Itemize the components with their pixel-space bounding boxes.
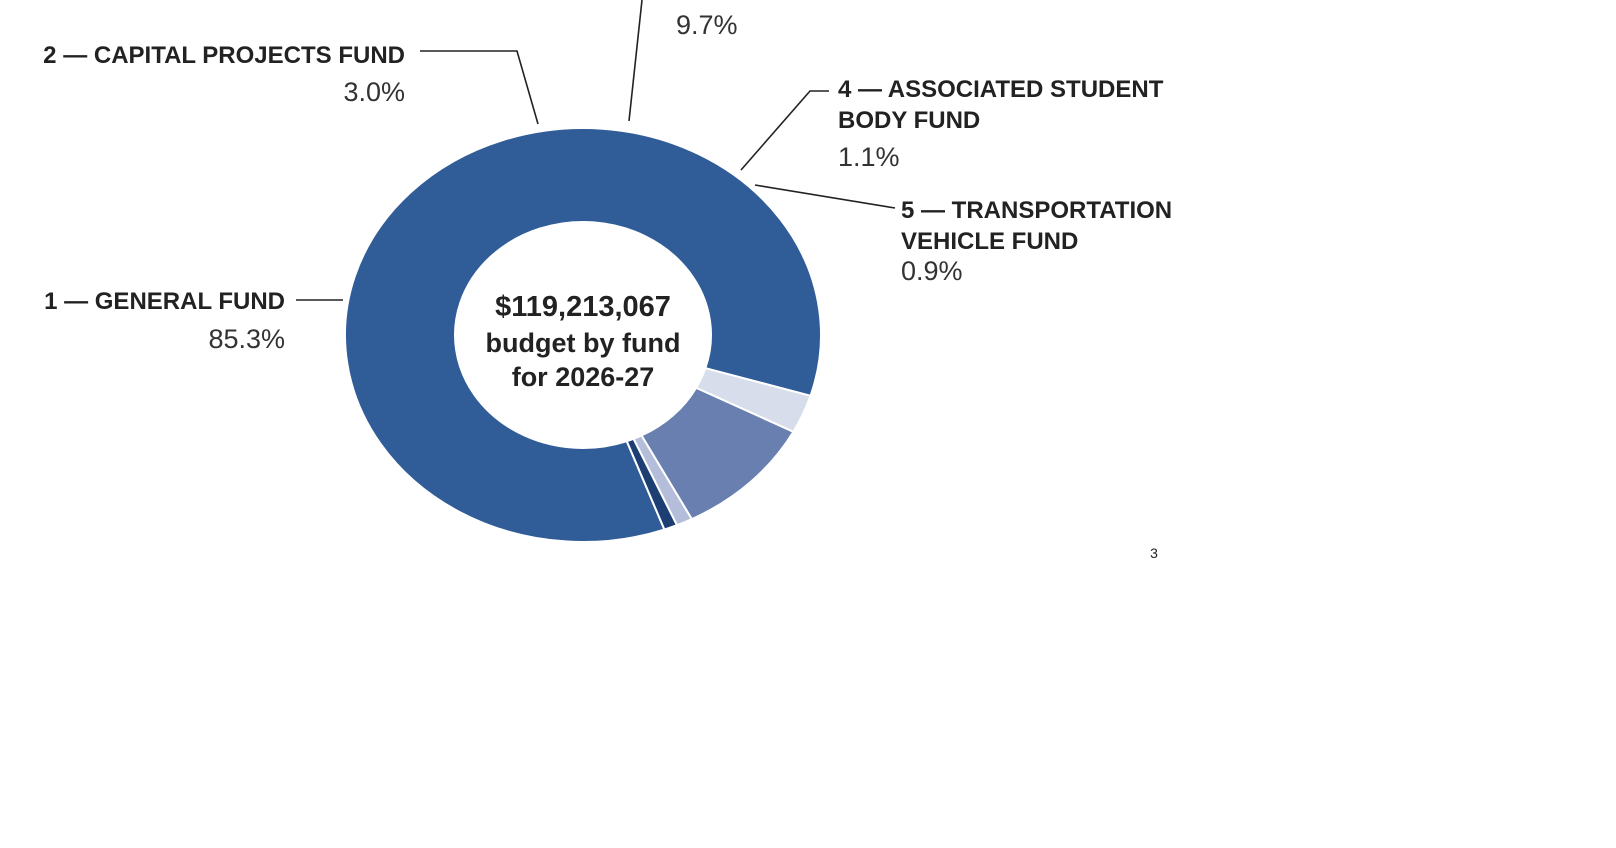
- donut-slice-1: [344, 127, 822, 543]
- segment-4-percent: 1.1%: [838, 142, 900, 172]
- segment-5-name-line-1: 5 — TRANSPORTATION: [901, 197, 1172, 224]
- segment-2-name-line-1: 2 — CAPITAL PROJECTS FUND: [43, 42, 405, 69]
- segment-2-percent: 3.0%: [343, 77, 405, 107]
- leader-line-3: [628, 0, 643, 122]
- center-total: $119,213,067: [495, 291, 671, 323]
- leader-line-4: [740, 90, 829, 171]
- segment-5-name-line-2: VEHICLE FUND: [901, 228, 1078, 255]
- segment-1-percent: 85.3%: [208, 324, 285, 354]
- segment-5-percent: 0.9%: [901, 256, 963, 286]
- segment-4-name-line-1: 4 — ASSOCIATED STUDENT: [838, 76, 1164, 103]
- segment-4-name-line-2: BODY FUND: [838, 107, 980, 134]
- segment-1-name-line-1: 1 — GENERAL FUND: [44, 288, 285, 315]
- leader-lines: [296, 0, 896, 301]
- leader-line-5: [754, 184, 896, 209]
- center-caption-line1: budget by fund: [486, 328, 681, 358]
- segment-labels: 1 — GENERAL FUND 85.3% 2 — CAPITAL PROJECT…: [43, 10, 1172, 354]
- center-caption-line2: for 2026-27: [512, 362, 655, 392]
- donut-slice-5: [625, 437, 679, 531]
- segment-3-percent: 9.7%: [676, 10, 738, 40]
- donut-slices: [344, 127, 822, 543]
- page-number: 3: [1150, 545, 1158, 561]
- leader-line-2: [420, 50, 539, 125]
